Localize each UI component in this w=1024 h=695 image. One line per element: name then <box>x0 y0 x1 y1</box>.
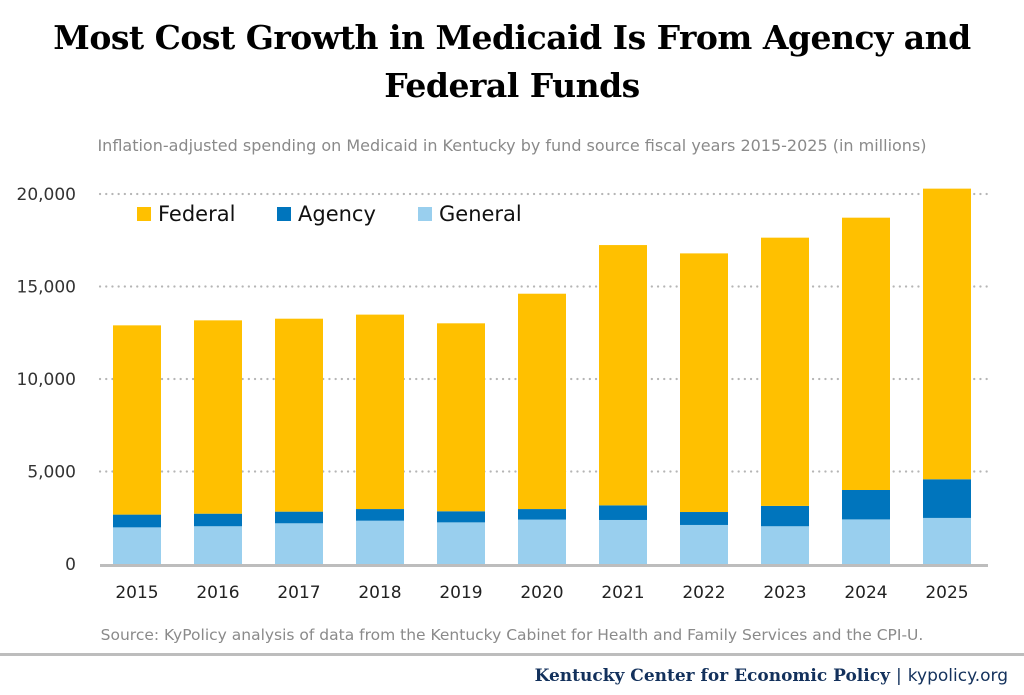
chart-subtitle: Inflation-adjusted spending on Medicaid … <box>97 136 927 155</box>
legend-swatch-federal <box>137 207 151 221</box>
x-tick-label: 2021 <box>601 583 644 603</box>
bar-segment-general <box>437 522 485 564</box>
bar-segment-general <box>680 524 728 564</box>
y-tick-label: 20,000 <box>17 185 76 205</box>
bar-segment-general <box>518 519 566 564</box>
bar-segment-agency <box>113 514 161 528</box>
bar-segment-federal <box>194 320 242 514</box>
x-tick-label: 2022 <box>682 583 725 603</box>
x-tick-label: 2019 <box>439 583 482 603</box>
bar-segment-federal <box>437 323 485 512</box>
bar-segment-general <box>356 520 404 564</box>
x-tick-label: 2023 <box>763 583 806 603</box>
bar-segment-agency <box>842 490 890 520</box>
footer: Kentucky Center for Economic Policy | ky… <box>535 664 1008 686</box>
legend-swatch-general <box>418 207 432 221</box>
footer-divider <box>0 653 1024 656</box>
bar-segment-general <box>113 527 161 564</box>
bar-segment-federal <box>761 237 809 506</box>
x-tick-label: 2015 <box>115 583 158 603</box>
x-tick-label: 2017 <box>277 583 320 603</box>
y-tick-label: 0 <box>65 555 76 575</box>
x-tick-label: 2018 <box>358 583 401 603</box>
bar-segment-general <box>599 519 647 564</box>
footer-site-link[interactable]: kypolicy.org <box>907 666 1008 686</box>
y-tick-label: 10,000 <box>17 370 76 390</box>
bar-segment-agency <box>356 509 404 521</box>
bar-segment-agency <box>761 505 809 527</box>
legend-swatch-agency <box>277 207 291 221</box>
bar-segment-federal <box>518 293 566 510</box>
bar-segment-agency <box>518 509 566 520</box>
bar-segment-general <box>194 526 242 564</box>
footer-org: Kentucky Center for Economic Policy <box>534 666 890 686</box>
bar-segment-agency <box>599 505 647 520</box>
bar-segment-federal <box>599 245 647 506</box>
bar-segment-federal <box>275 318 323 512</box>
x-tick-label: 2020 <box>520 583 563 603</box>
x-tick-label: 2024 <box>844 583 887 603</box>
stacked-bar-chart: 0 5,000 10,000 15,000 20,000 2015 2016 2017 2018… <box>17 185 992 603</box>
bar-segment-general <box>842 519 890 564</box>
bar-segment-agency <box>680 512 728 525</box>
bar-segment-agency <box>437 511 485 523</box>
legend-label-general: General <box>439 202 522 226</box>
legend-label-federal: Federal <box>158 202 235 226</box>
bar-segment-federal <box>680 253 728 513</box>
x-tick-label: 2025 <box>925 583 968 603</box>
bar-segment-agency <box>275 511 323 524</box>
bar-segment-general <box>761 526 809 564</box>
bar-segment-general <box>275 523 323 564</box>
footer-separator: | <box>896 666 902 686</box>
source-note: Source: KyPolicy analysis of data from t… <box>100 626 924 644</box>
legend-label-agency: Agency <box>298 202 376 226</box>
bar-segment-general <box>923 517 971 564</box>
bar-segment-federal <box>923 188 971 480</box>
x-tick-label: 2016 <box>196 583 239 603</box>
chart-title: Most Cost Growth in Medicaid Is From Age… <box>53 18 971 105</box>
bar-segment-federal <box>113 325 161 515</box>
y-tick-label: 15,000 <box>17 278 76 298</box>
bar-segment-federal <box>842 217 890 490</box>
bar-segment-agency <box>923 479 971 518</box>
bar-segment-federal <box>356 314 404 510</box>
y-tick-label: 5,000 <box>27 463 76 483</box>
bar-segment-agency <box>194 513 242 527</box>
